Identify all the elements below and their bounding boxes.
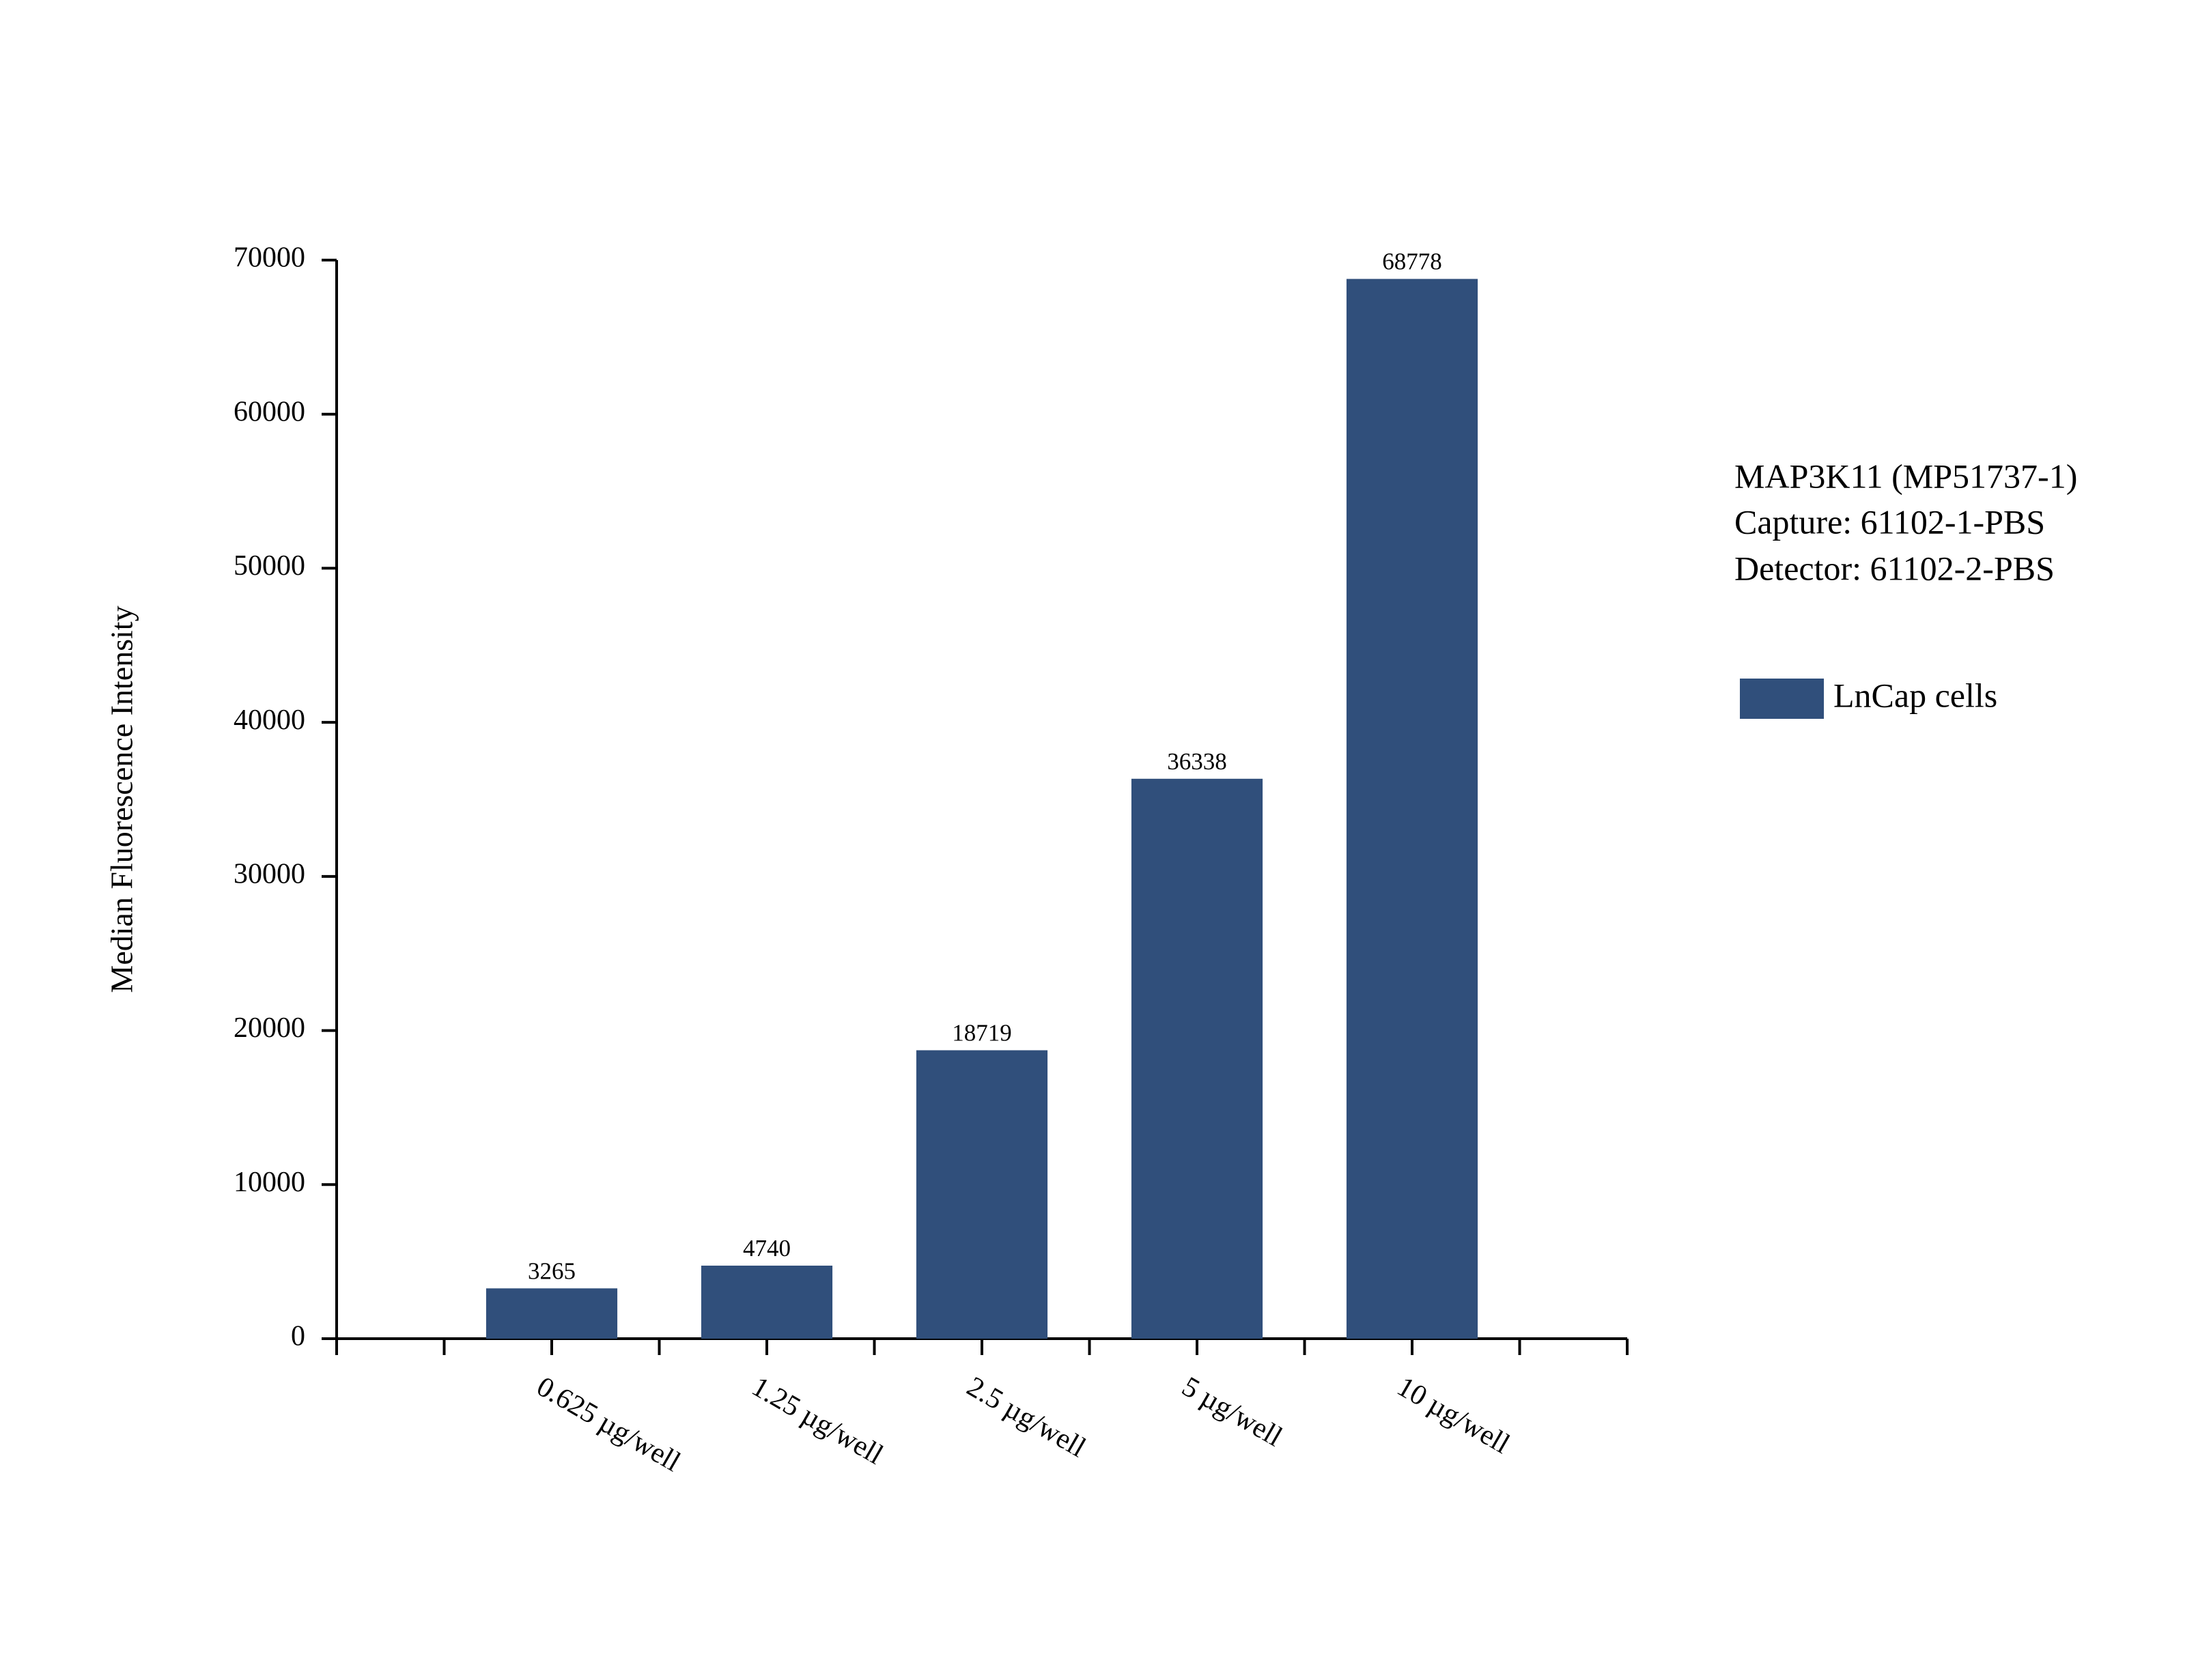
- y-tick-label: 20000: [234, 1012, 305, 1044]
- data-label: 4740: [743, 1235, 791, 1262]
- data-label: 18719: [952, 1020, 1012, 1047]
- x-tick-label: 1.25 µg/well: [746, 1371, 888, 1470]
- y-tick-label: 10000: [234, 1167, 305, 1198]
- annotation: Detector: 61102-2-PBS: [1734, 549, 2055, 587]
- x-tick-label: 10 µg/well: [1392, 1371, 1515, 1460]
- legend-label: LnCap cells: [1833, 676, 1997, 714]
- bar: [485, 1288, 618, 1339]
- y-tick-label: 50000: [234, 550, 305, 582]
- y-tick-label: 70000: [234, 242, 305, 274]
- annotation: Capture: 61102-1-PBS: [1734, 502, 2045, 541]
- y-axis-label: Median Fluorescence Intensity: [104, 606, 139, 993]
- y-tick-label: 60000: [234, 396, 305, 427]
- y-tick-label: 0: [291, 1321, 305, 1352]
- bar: [916, 1050, 1048, 1339]
- data-label: 3265: [528, 1257, 576, 1284]
- data-label: 36338: [1167, 748, 1227, 775]
- annotation: MAP3K11 (MP51737-1): [1734, 457, 2077, 495]
- x-tick-label: 5 µg/well: [1177, 1371, 1287, 1453]
- legend-swatch: [1740, 679, 1824, 719]
- x-tick-label: 0.625 µg/well: [531, 1371, 686, 1478]
- bar: [701, 1266, 833, 1339]
- bar: [1346, 279, 1478, 1339]
- y-tick-label: 40000: [234, 704, 305, 736]
- data-label: 68778: [1382, 248, 1442, 275]
- bar: [1131, 778, 1263, 1339]
- x-tick-label: 2.5 µg/well: [961, 1371, 1090, 1464]
- y-tick-label: 30000: [234, 858, 305, 889]
